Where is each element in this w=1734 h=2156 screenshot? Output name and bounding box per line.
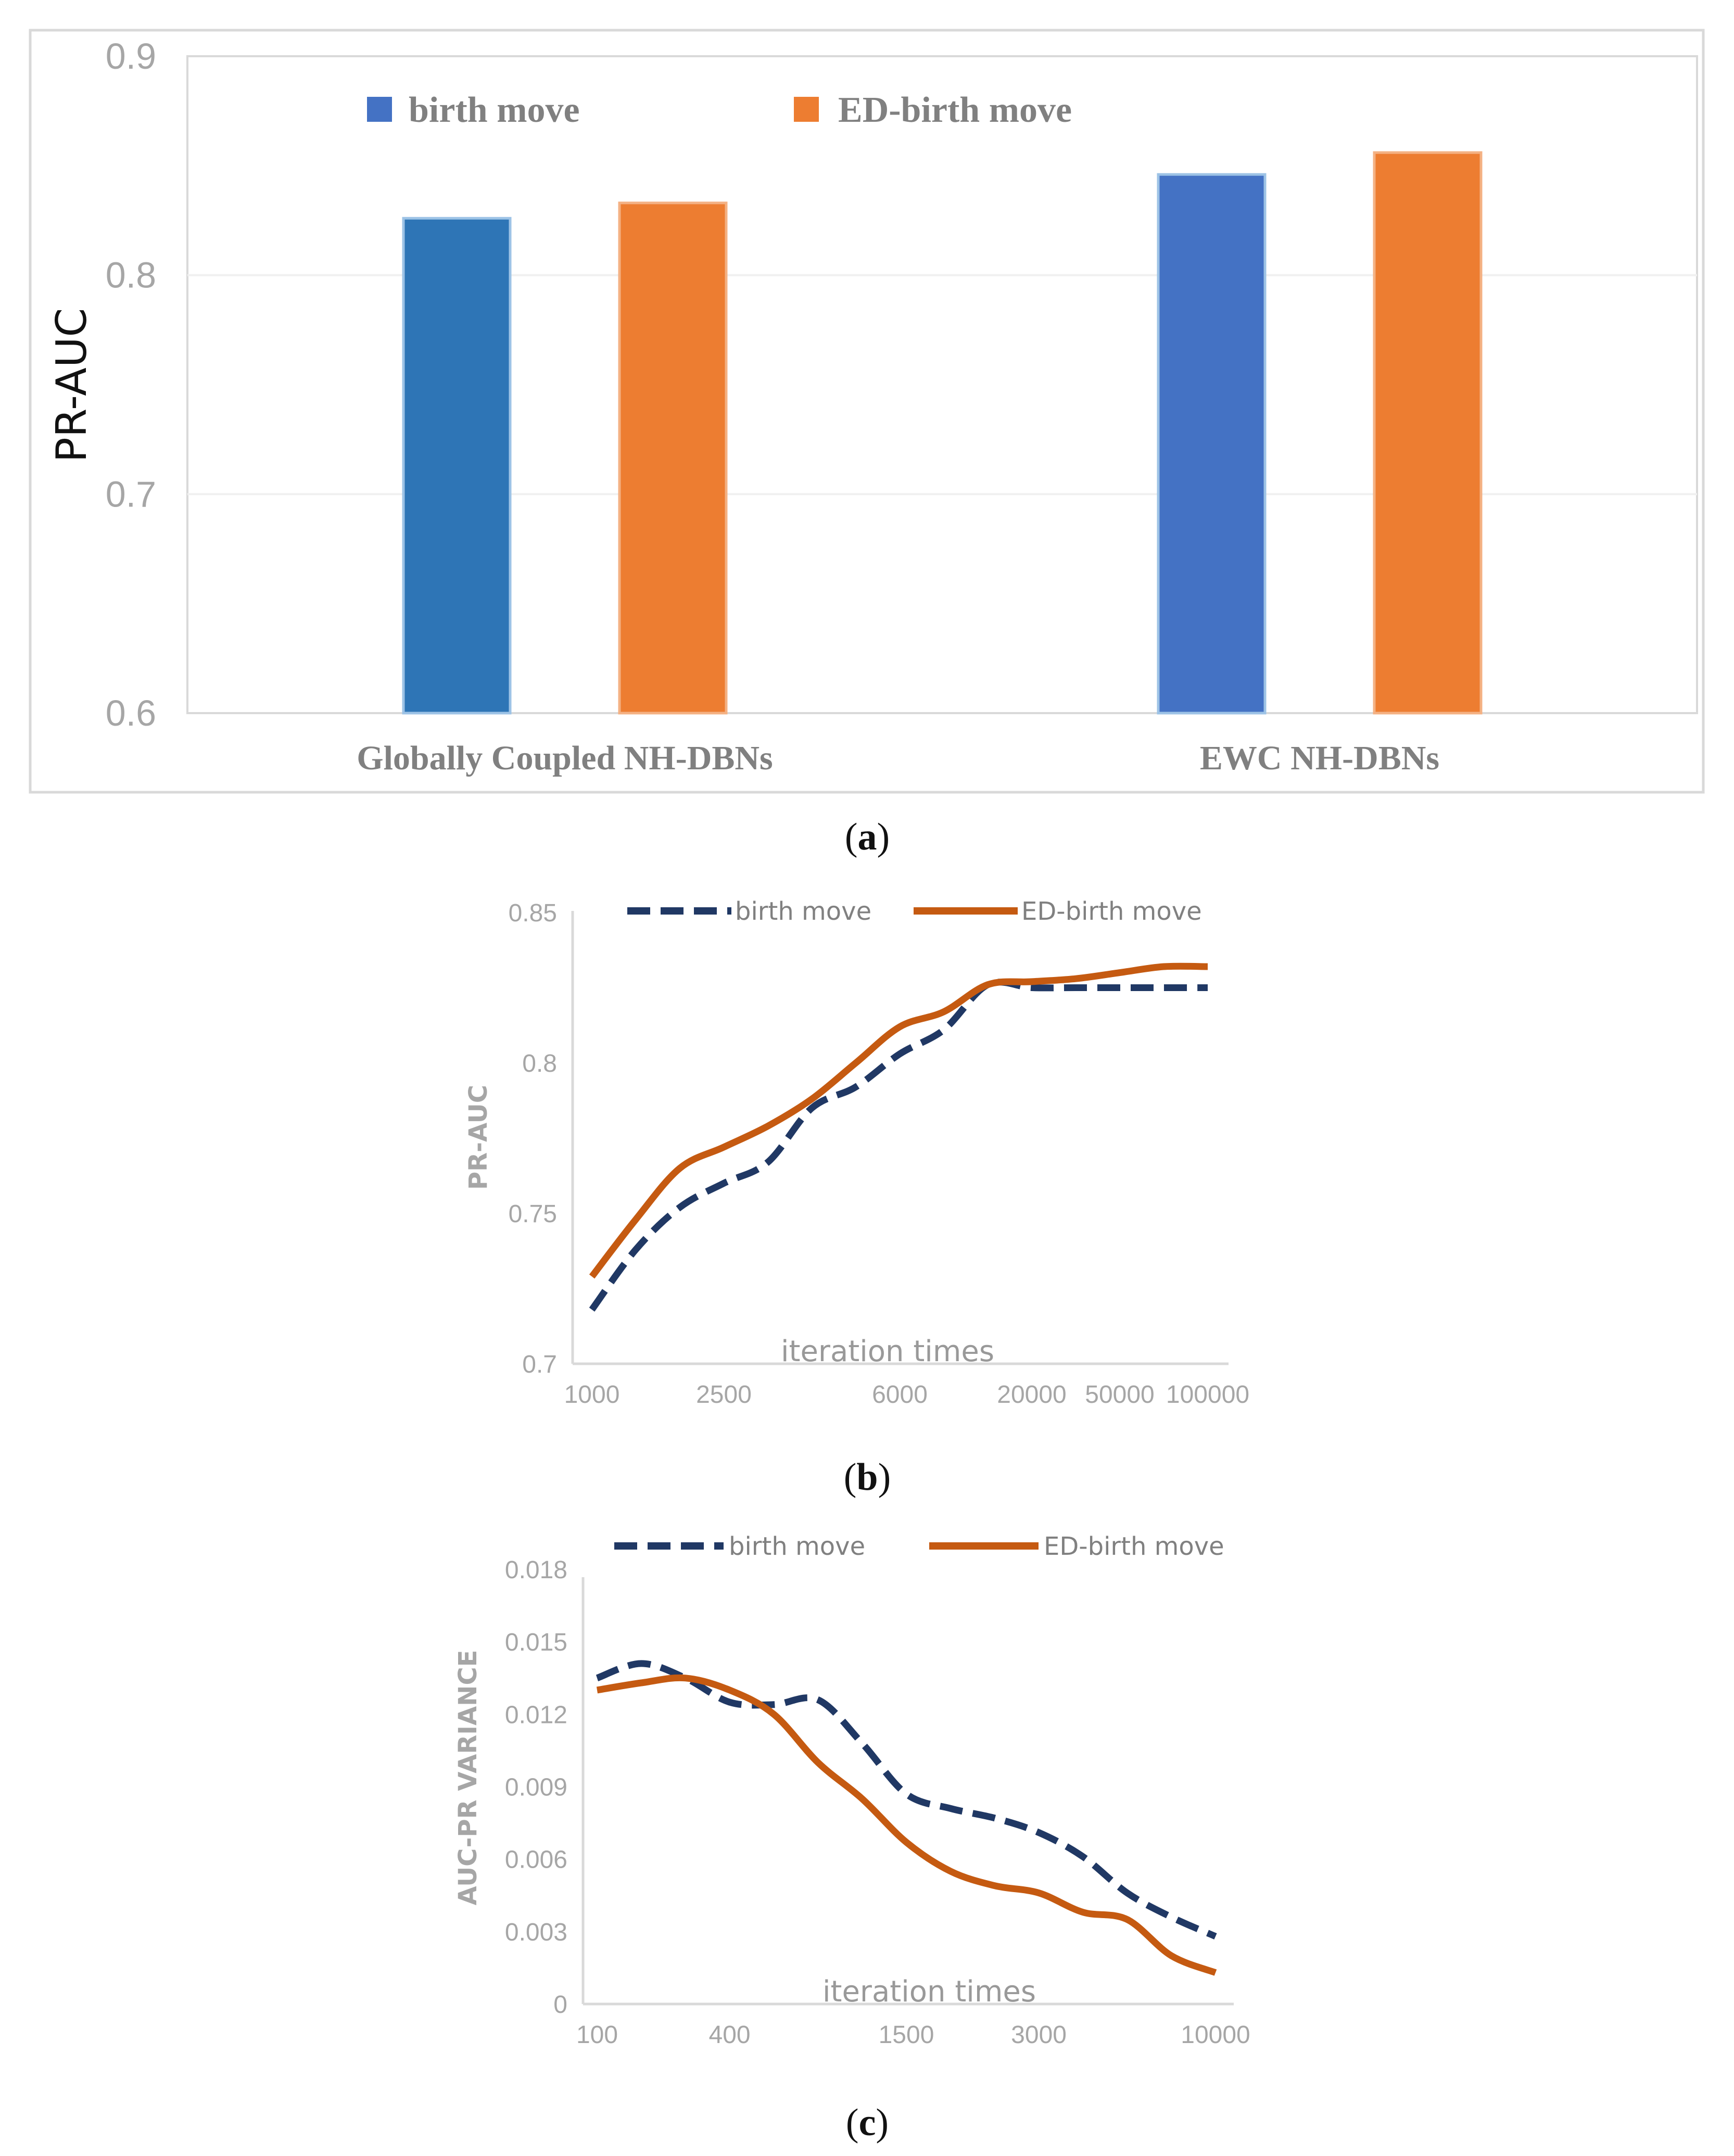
panel-c-y-tick: 0.009 bbox=[505, 1774, 567, 1802]
panel-b-series-ed-birth-move bbox=[589, 962, 1208, 1279]
legend-label-ed-birth-move: ED-birth move bbox=[1021, 897, 1202, 926]
panel-b-series-birth-move bbox=[589, 979, 1208, 1312]
panel-c-series-birth-move bbox=[596, 1660, 1217, 1940]
panel-c-y-tick: 0.018 bbox=[505, 1556, 567, 1584]
panel-c-y-axis-title: AUC-PR VARIANCE bbox=[453, 1650, 483, 1906]
panel-b-y-axis-title: PR-AUC bbox=[464, 1085, 493, 1190]
bar-birth-move-globally-coupled bbox=[402, 217, 512, 715]
panel-c-x-tick: 100 bbox=[576, 2021, 618, 2049]
panel-b-y-tick: 0.85 bbox=[509, 899, 557, 927]
panel-c-y-tick: 0.006 bbox=[505, 1846, 567, 1874]
panel-c-y-tick: 0 bbox=[553, 1991, 567, 2019]
panel-b-x-axis-title: iteration times bbox=[781, 1335, 994, 1368]
panel-b-x-tick: 6000 bbox=[872, 1381, 928, 1409]
panel-c-x-tick: 400 bbox=[709, 2021, 751, 2049]
panel-b-y-tick: 0.75 bbox=[509, 1200, 557, 1228]
legend-swatch-ed-birth-move bbox=[794, 97, 819, 122]
panel-b-x-tick: 100000 bbox=[1166, 1381, 1249, 1409]
caption-c: (c) bbox=[846, 2101, 889, 2144]
bar-ed-birth-move-ewc bbox=[1373, 151, 1483, 715]
panel-c-x-tick: 1500 bbox=[879, 2021, 934, 2049]
panel-b-y-tick: 0.7 bbox=[522, 1351, 557, 1378]
panel-c-x-tick: 10000 bbox=[1181, 2021, 1250, 2049]
panel-a-bar-chart: 0.6 0.7 0.8 0.9 PR-AUC Globally Coupled NH-… bbox=[29, 29, 1705, 794]
panel-c-legend: birth move ED-birth move bbox=[614, 1532, 1224, 1561]
panel-c-line-chart: 0 0.003 0.006 0.009 0.012 0.015 0.018 100 400 15… bbox=[453, 1532, 1250, 2049]
panel-b-y-tick: 0.8 bbox=[522, 1050, 557, 1077]
legend-label-ed-birth-move: ED-birth move bbox=[838, 90, 1072, 130]
panel-b-line-chart: 0.7 0.75 0.8 0.85 1000 2500 6000 20000 50000 100… bbox=[464, 897, 1249, 1409]
legend-label-birth-move: birth move bbox=[735, 897, 871, 926]
panel-a-category-label: Globally Coupled NH-DBNs bbox=[357, 739, 773, 777]
panel-c-x-tick: 3000 bbox=[1011, 2021, 1067, 2049]
panel-b-legend: birth move ED-birth move bbox=[627, 897, 1202, 926]
panel-c-series-ed-birth-move bbox=[596, 1674, 1217, 1976]
panel-a-y-tick: 0.8 bbox=[106, 255, 156, 296]
panel-a-legend: birth move ED-birth move bbox=[367, 90, 1072, 130]
legend-label-ed-birth-move: ED-birth move bbox=[1044, 1532, 1224, 1561]
legend-label-birth-move: birth move bbox=[729, 1532, 865, 1561]
panel-b-x-tick: 50000 bbox=[1085, 1381, 1154, 1409]
panel-a-y-tick: 0.6 bbox=[106, 693, 156, 733]
panel-c-y-tick: 0.012 bbox=[505, 1701, 567, 1729]
caption-a: (a) bbox=[845, 816, 890, 858]
panel-b-x-tick: 1000 bbox=[564, 1381, 620, 1409]
panel-a-y-axis-title: PR-AUC bbox=[47, 308, 96, 463]
panel-a-plot-frame bbox=[186, 55, 1698, 714]
caption-b: (b) bbox=[844, 1456, 891, 1499]
panel-a-y-tick: 0.7 bbox=[106, 474, 156, 514]
panel-a-category-label: EWC NH-DBNs bbox=[1200, 739, 1439, 777]
panel-b-x-tick: 20000 bbox=[997, 1381, 1066, 1409]
panel-b-x-tick: 2500 bbox=[696, 1381, 752, 1409]
panel-c-y-tick: 0.015 bbox=[505, 1629, 567, 1656]
panel-a-y-tick: 0.9 bbox=[106, 36, 156, 77]
bar-ed-birth-move-globally-coupled bbox=[618, 201, 728, 715]
bar-birth-move-ewc bbox=[1157, 173, 1267, 715]
legend-label-birth-move: birth move bbox=[409, 90, 580, 130]
panel-c-y-tick: 0.003 bbox=[505, 1919, 567, 1946]
panel-c-x-axis-title: iteration times bbox=[822, 1975, 1036, 2009]
legend-swatch-birth-move bbox=[367, 97, 392, 122]
